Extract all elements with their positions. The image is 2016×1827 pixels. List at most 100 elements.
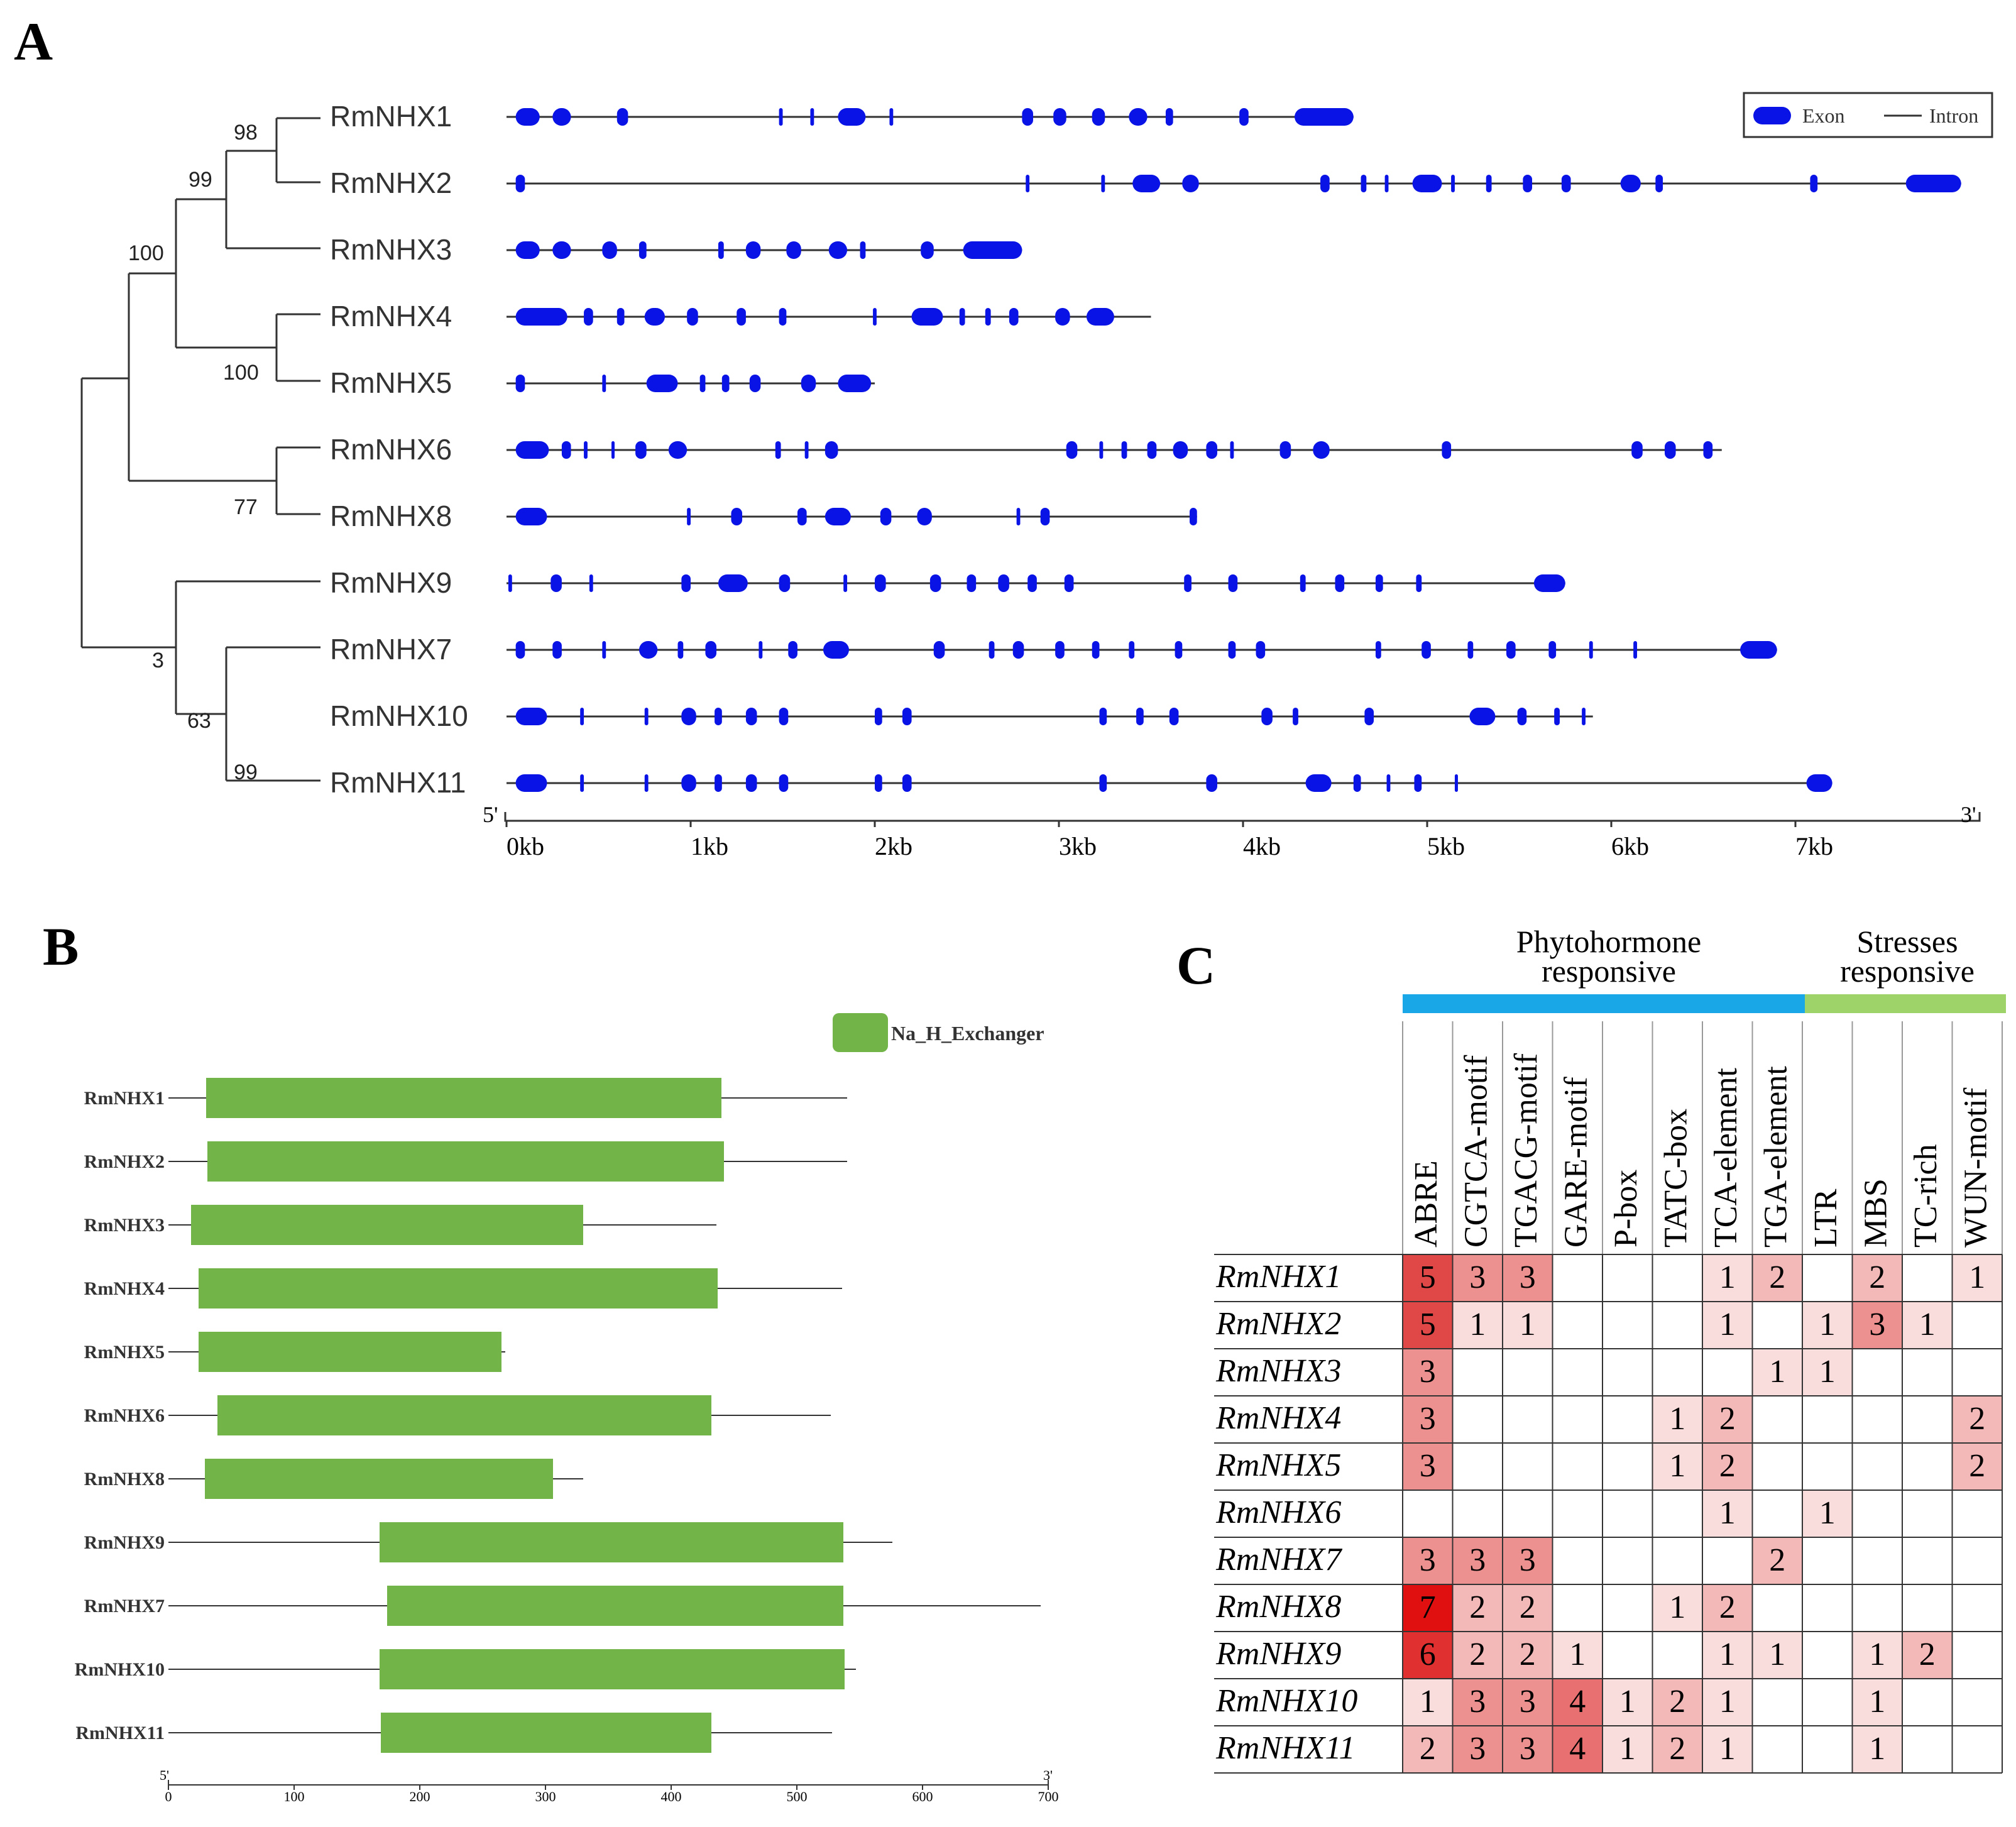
exon-block	[1469, 708, 1496, 725]
heatmap-cell	[1902, 1632, 1953, 1679]
exon-block	[929, 574, 941, 592]
protein-label: RmNHX5	[84, 1342, 165, 1363]
exon-block	[801, 375, 816, 392]
heatmap-cell	[1952, 1302, 2002, 1349]
axis-tick-label: 3kb	[1059, 832, 1097, 860]
heatmap-cell	[1403, 1302, 1453, 1349]
exon-block	[823, 641, 849, 659]
heatmap-cell	[1852, 1490, 1902, 1537]
exon-block	[602, 641, 606, 659]
exon-block	[998, 574, 1009, 592]
cell-value: 3	[1520, 1542, 1536, 1578]
axis-tick-label: 5kb	[1427, 832, 1465, 860]
group-label-phytohormone: responsive	[1542, 953, 1676, 989]
heatmap-cell	[1952, 1679, 2002, 1726]
cell-value: 3	[1469, 1731, 1486, 1767]
panel-b-label: B	[43, 916, 79, 977]
exon-block	[515, 375, 525, 392]
exon-block	[1228, 574, 1238, 592]
axis-tick-label: 300	[535, 1789, 556, 1804]
heatmap-cell	[1552, 1349, 1602, 1396]
cell-value: 1	[1919, 1307, 1936, 1342]
cell-value: 1	[1719, 1495, 1736, 1531]
cell-value: 1	[1719, 1307, 1736, 1342]
heatmap-cell	[1552, 1679, 1602, 1726]
heatmap-cell	[1452, 1584, 1503, 1632]
exon-block	[1523, 175, 1533, 192]
heatmap-cell	[1403, 1584, 1453, 1632]
exon-block	[1053, 108, 1066, 126]
cell-value: 2	[1669, 1684, 1685, 1720]
axis-tick-label: 4kb	[1243, 832, 1281, 860]
heatmap-cell	[1452, 1302, 1503, 1349]
cell-value: 2	[1869, 1259, 1885, 1295]
column-header: CGTCA-motif	[1458, 1055, 1494, 1248]
heatmap-cell	[1702, 1726, 1753, 1773]
row-label: RmNHX2	[1215, 1306, 1341, 1342]
exon-block	[1905, 175, 1961, 192]
heatmap-cell	[1552, 1584, 1602, 1632]
heatmap-cell	[1503, 1726, 1553, 1773]
column-header: WUN-motif	[1958, 1087, 1993, 1248]
exon-block	[779, 774, 789, 792]
exon-block	[1099, 441, 1104, 459]
heatmap-cell	[1852, 1443, 1902, 1490]
exon-block	[779, 308, 787, 326]
cell-value: 3	[1469, 1259, 1486, 1295]
axis-five-prime: 5'	[483, 802, 498, 827]
exon-block	[1467, 641, 1474, 659]
heatmap-cell	[1852, 1537, 1902, 1584]
protein-label: RmNHX11	[75, 1723, 165, 1743]
heatmap-cell	[1552, 1396, 1602, 1443]
exon-block	[602, 241, 617, 259]
exon-block	[681, 574, 691, 592]
heatmap-cell	[1503, 1443, 1553, 1490]
exon-block	[917, 508, 932, 525]
heatmap-cell	[1602, 1349, 1653, 1396]
exon-block	[1620, 175, 1641, 192]
exon-block	[1066, 441, 1078, 459]
exon-block	[644, 308, 665, 326]
cell-value: 2	[1719, 1401, 1736, 1437]
axis-tick-label: 1kb	[691, 832, 728, 860]
heatmap-cell	[1802, 1679, 1853, 1726]
heatmap-cell	[1702, 1443, 1753, 1490]
cell-value: 3	[1420, 1448, 1436, 1484]
heatmap-cell	[1552, 1302, 1602, 1349]
heatmap-cell	[1452, 1679, 1503, 1726]
exon-block	[718, 241, 724, 259]
gene-label: RmNHX1	[330, 100, 452, 133]
heatmap-cell	[1503, 1254, 1553, 1302]
heatmap-cell	[1602, 1443, 1653, 1490]
exon-block	[677, 641, 684, 659]
axis-tick-label: 7kb	[1795, 832, 1833, 860]
protein-label: RmNHX6	[84, 1405, 165, 1426]
heatmap-grid: ABRE CGTCA-motif TGACG-motif GARE-motif P-bo…	[1214, 1021, 2003, 1774]
exon-block	[1375, 641, 1381, 659]
cell-value: 5	[1420, 1307, 1436, 1342]
heatmap-cell	[1403, 1490, 1453, 1537]
heatmap-cell	[1452, 1254, 1503, 1302]
exon-block	[911, 308, 943, 326]
na-h-exchanger-domain	[380, 1649, 845, 1689]
row-label: RmNHX10	[1215, 1683, 1357, 1719]
exon-block	[788, 641, 797, 659]
legend-intron-label: Intron	[1929, 104, 1978, 127]
exon-block	[1486, 175, 1492, 192]
exon-block	[1703, 441, 1713, 459]
heatmap-cell	[1802, 1490, 1853, 1537]
heatmap-cell	[1752, 1632, 1802, 1679]
exon-block	[824, 508, 851, 525]
cis-element-heatmap: Phytohormone responsive Stresses respons…	[1214, 924, 2006, 1774]
exon-block	[745, 774, 757, 792]
heatmap-cell	[1702, 1254, 1753, 1302]
exon-block	[1422, 641, 1431, 659]
row-label: RmNHX11	[1215, 1730, 1355, 1766]
heatmap-cell	[1403, 1537, 1453, 1584]
axis-three-prime: 3'	[1961, 802, 1976, 827]
exon-block	[1353, 774, 1361, 792]
bootstrap-value: 3	[152, 649, 164, 672]
panel-c-label: C	[1176, 935, 1215, 996]
heatmap-cell	[1403, 1632, 1453, 1679]
na-h-exchanger-domain	[380, 1522, 843, 1562]
